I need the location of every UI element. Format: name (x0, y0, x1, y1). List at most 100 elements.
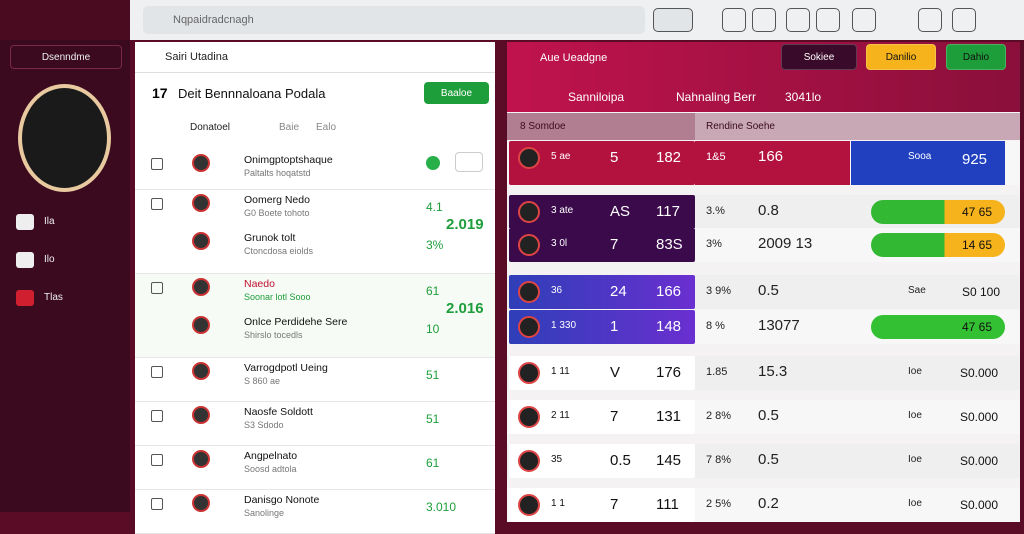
team-name: Onimgptoptshaque (244, 154, 333, 166)
team-badge (192, 450, 210, 468)
star-button[interactable] (455, 152, 483, 172)
checkbox (151, 158, 163, 170)
title-num: 17 (152, 85, 168, 101)
odds: 61 (426, 456, 440, 470)
team-sub: S3 Sdodo (244, 420, 284, 430)
team-sub: G0 Boete tohoto (244, 208, 310, 218)
sidebar-button[interactable]: Dsenndme (10, 45, 122, 69)
header-button[interactable]: Sokiee (781, 44, 857, 70)
board-tab[interactable]: Rendine Soehe (706, 121, 775, 132)
card-code: 1 1 (551, 498, 565, 509)
card-b: 182 (656, 149, 682, 166)
match-card (509, 228, 695, 262)
card-a: 7 (610, 408, 619, 425)
team-sub: S 860 ae (244, 376, 281, 386)
team-sub: Sanolinge (244, 508, 285, 518)
toolbar-icon[interactable] (918, 8, 942, 32)
cell-value: 47 65 (962, 205, 993, 219)
nav-item[interactable]: Ila (44, 216, 55, 227)
pct: 2 5% (706, 498, 732, 510)
card-a: 7 (610, 496, 619, 513)
card-b: 131 (656, 408, 682, 425)
team-name: Angpelnato (244, 450, 298, 462)
bar (871, 200, 1005, 224)
pct: 3 9% (706, 285, 732, 297)
team-badge (192, 316, 210, 334)
value: 0.5 (758, 407, 779, 424)
team-sub: Shirslo tocedls (244, 330, 303, 340)
card-a: 0.5 (610, 452, 631, 469)
card-code: 2 11 (551, 410, 570, 421)
header-button[interactable]: Danilio (866, 44, 936, 70)
pct: 8 % (706, 320, 725, 332)
odds: 51 (426, 412, 440, 426)
tab[interactable]: Donatoel (190, 122, 231, 133)
match-card (509, 400, 695, 434)
toolbar-icon[interactable] (786, 8, 810, 32)
card-badge (518, 201, 540, 223)
panel-title: Deit Bennnaloana Podala (178, 86, 326, 101)
card-badge (518, 406, 540, 428)
subheader: 3041lo (785, 90, 822, 104)
tab[interactable]: Baie (279, 122, 300, 133)
toolbar-icon[interactable] (852, 8, 876, 32)
match-card (509, 310, 695, 344)
card-badge (518, 281, 540, 303)
cell-value: S0.000 (960, 498, 999, 512)
toolbar-icon[interactable] (952, 8, 976, 32)
card-code: 1 11 (551, 366, 570, 377)
nav-item[interactable]: Ilo (44, 254, 55, 265)
card-b: 176 (656, 364, 682, 381)
card-a: AS (610, 203, 631, 220)
value: 15.3 (758, 363, 788, 380)
odds: 10 (426, 322, 440, 336)
board-tab[interactable]: 8 Somdoe (520, 121, 566, 132)
team-name: Oomerg Nedo (244, 194, 310, 206)
search-box[interactable]: Nqpaidradcnagh (143, 6, 645, 34)
value: 13077 (758, 317, 800, 334)
value: 0.8 (758, 202, 779, 219)
toolbar-icon[interactable] (653, 8, 693, 32)
pct: 3.% (706, 205, 725, 217)
card-code: 3 ate (551, 205, 574, 216)
toolbar-icon[interactable] (752, 8, 776, 32)
team-name: Onlce Perdidehe Sere (244, 316, 348, 328)
cell-value: 925 (962, 151, 988, 168)
blue-cell (851, 141, 1005, 185)
odds: 3.010 (426, 500, 457, 514)
team-name: Grunok tolt (244, 232, 296, 244)
cell-value: S0 100 (962, 285, 1001, 299)
subheader: Sanniloipa (568, 90, 625, 104)
team-name: Naedo (244, 278, 275, 290)
checkbox (151, 410, 163, 422)
team-badge (192, 406, 210, 424)
value: 166 (758, 148, 784, 165)
tab[interactable]: Ealo (316, 122, 337, 133)
team-sub: Soonar lotl Sooo (244, 292, 311, 302)
team-badge (192, 362, 210, 380)
value: 0.5 (758, 451, 779, 468)
card-code: 36 (551, 285, 563, 296)
bar (871, 233, 1005, 257)
card-code: 35 (551, 454, 563, 465)
cell-value: S0.000 (960, 410, 999, 424)
card-b: 117 (656, 203, 680, 220)
tag: Ioe (908, 410, 922, 421)
match-row[interactable] (135, 402, 495, 446)
team-name: Danisgo Nonote (244, 494, 320, 506)
card-a: 7 (610, 236, 619, 253)
toolbar-divider (135, 72, 495, 73)
primary-button[interactable]: Baaloe (424, 82, 489, 104)
toolbar-icon[interactable] (722, 8, 746, 32)
nav-icon (16, 214, 34, 230)
match-row[interactable] (135, 446, 495, 490)
card-badge (518, 234, 540, 256)
value: 2009 13 (758, 235, 813, 252)
card-b: 111 (656, 496, 679, 513)
header-button[interactable]: Dahio (946, 44, 1006, 70)
card-a: V (610, 364, 621, 381)
team-sub: Ctoncdosa eiolds (244, 246, 314, 256)
nav-item[interactable]: Tlas (44, 292, 63, 303)
toolbar-icon[interactable] (816, 8, 840, 32)
team-sub: Soosd adtola (244, 464, 297, 474)
